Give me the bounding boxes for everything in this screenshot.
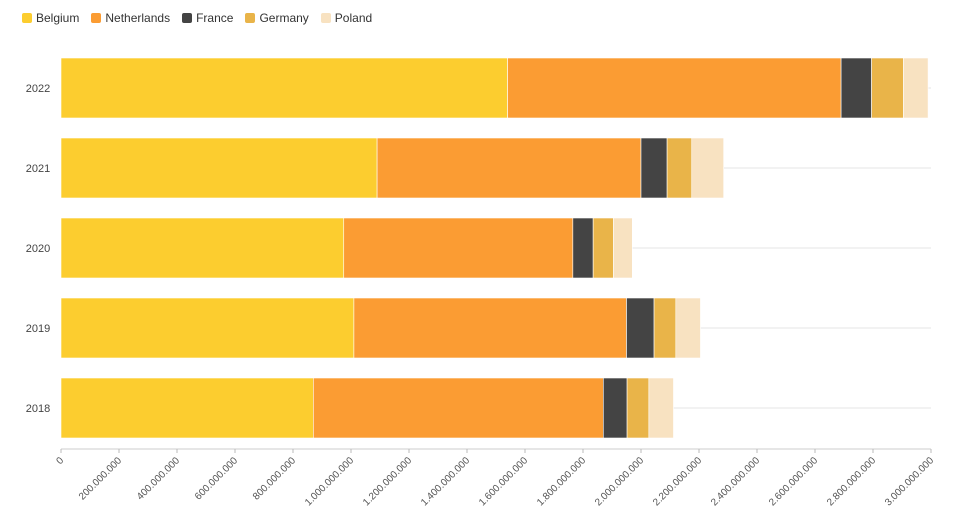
x-tick-label: 800.000.000 bbox=[251, 455, 298, 502]
x-tick-label: 2.600.000.000 bbox=[767, 455, 820, 508]
bar-2021-germany[interactable] bbox=[666, 137, 693, 199]
legend-swatch bbox=[245, 13, 256, 23]
legend-swatch bbox=[22, 13, 32, 23]
bar-2022-poland[interactable] bbox=[903, 57, 929, 119]
bar-2021-poland[interactable] bbox=[691, 137, 724, 199]
bar-2022-netherlands[interactable] bbox=[507, 57, 842, 119]
legend-item-germany[interactable]: Germany bbox=[245, 11, 309, 25]
x-tick-label: 0 bbox=[54, 455, 66, 467]
x-tick-label: 1.400.000.000 bbox=[419, 455, 472, 508]
bar-2022-belgium[interactable] bbox=[60, 57, 508, 119]
bars bbox=[60, 57, 929, 439]
bar-2021-belgium[interactable] bbox=[60, 137, 378, 199]
legend-item-poland[interactable]: Poland bbox=[320, 11, 373, 25]
x-tick-label: 2.200.000.000 bbox=[651, 455, 704, 508]
bar-2019-belgium[interactable] bbox=[60, 297, 355, 359]
bar-2021-netherlands[interactable] bbox=[376, 137, 642, 199]
legend-label: Poland bbox=[334, 11, 373, 25]
bar-2022-germany[interactable] bbox=[871, 57, 904, 119]
bar-2018-netherlands[interactable] bbox=[312, 377, 604, 439]
legend-item-france[interactable]: France bbox=[182, 11, 233, 25]
legend-label: Germany bbox=[259, 11, 309, 25]
bar-2019-germany[interactable] bbox=[653, 297, 677, 359]
x-tick-label: 2.800.000.000 bbox=[825, 455, 878, 508]
bar-2022-france[interactable] bbox=[840, 57, 872, 119]
bar-2019-poland[interactable] bbox=[675, 297, 701, 359]
legend-item-belgium[interactable]: Belgium bbox=[22, 11, 79, 25]
x-tick-label: 1.600.000.000 bbox=[477, 455, 530, 508]
bar-2018-france[interactable] bbox=[602, 377, 628, 439]
bar-2019-france[interactable] bbox=[626, 297, 655, 359]
x-tick-label: 200.000.000 bbox=[77, 455, 124, 502]
x-tick-label: 2.000.000.000 bbox=[593, 455, 646, 508]
legend-swatch bbox=[91, 13, 102, 23]
x-tick-label: 1.800.000.000 bbox=[535, 455, 588, 508]
bar-2020-poland[interactable] bbox=[613, 217, 633, 279]
legend-swatch bbox=[182, 13, 193, 23]
category-label: 2021 bbox=[26, 163, 50, 175]
x-tick-label: 2.400.000.000 bbox=[709, 455, 762, 508]
bar-2020-belgium[interactable] bbox=[60, 217, 345, 279]
bar-2020-france[interactable] bbox=[572, 217, 594, 279]
category-label: 2019 bbox=[26, 323, 50, 335]
x-tick-label: 3.000.000.000 bbox=[883, 455, 936, 508]
legend-label: France bbox=[196, 11, 234, 25]
x-tick-label: 400.000.000 bbox=[135, 455, 182, 502]
legend: Belgium Netherlands France Germany Poland bbox=[22, 11, 372, 25]
bar-2019-netherlands[interactable] bbox=[353, 297, 627, 359]
category-label: 2020 bbox=[26, 243, 50, 255]
legend-swatch bbox=[320, 13, 331, 23]
x-tick-label: 600.000.000 bbox=[193, 455, 240, 502]
bar-2021-france[interactable] bbox=[640, 137, 668, 199]
category-label: 2022 bbox=[26, 83, 50, 95]
category-label: 2018 bbox=[26, 403, 50, 415]
bar-2020-netherlands[interactable] bbox=[343, 217, 574, 279]
bar-2018-belgium[interactable] bbox=[60, 377, 314, 439]
x-tick-label: 1.000.000.000 bbox=[303, 455, 356, 508]
legend-label: Netherlands bbox=[105, 11, 171, 25]
bar-2018-poland[interactable] bbox=[648, 377, 674, 439]
bar-2018-germany[interactable] bbox=[626, 377, 650, 439]
legend-item-netherlands[interactable]: Netherlands bbox=[91, 11, 170, 25]
legend-label: Belgium bbox=[36, 11, 80, 25]
x-tick-label: 1.200.000.000 bbox=[361, 455, 414, 508]
bar-2020-germany[interactable] bbox=[592, 217, 614, 279]
